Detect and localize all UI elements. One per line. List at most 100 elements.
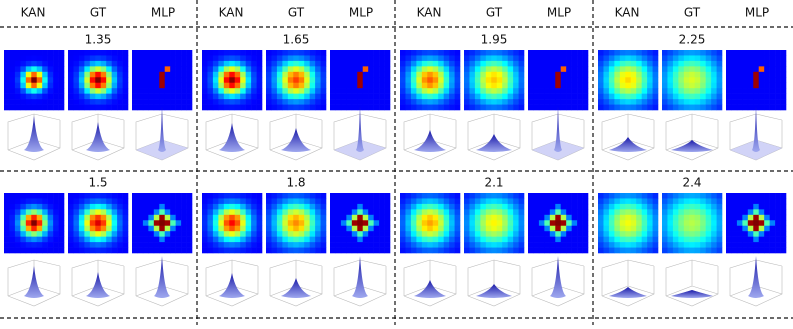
heatmap-cell <box>132 72 138 78</box>
heatmap-cell <box>159 226 165 232</box>
heatmap-cell <box>539 61 545 67</box>
heatmap-cell <box>400 99 406 105</box>
heatmap-cell <box>422 105 428 111</box>
heatmap-cell <box>315 193 321 199</box>
surface-peak <box>24 266 44 298</box>
heatmap-cell <box>405 204 411 210</box>
heatmap-cell <box>154 248 160 254</box>
heatmap-cell <box>346 105 352 111</box>
heatmap-cell <box>357 248 363 254</box>
heatmap-cell <box>427 83 433 89</box>
heatmap-cell <box>689 237 695 243</box>
heatmap-cell <box>583 215 589 221</box>
heatmap-cell <box>170 215 176 221</box>
heatmap-cell <box>566 105 572 111</box>
heatmap-cell <box>112 220 118 226</box>
heatmap-cell <box>224 105 230 111</box>
heatmap-cell <box>753 237 759 243</box>
heatmap-cell <box>770 231 776 237</box>
heatmap-cell <box>84 105 90 111</box>
heatmap-cell <box>464 237 470 243</box>
heatmap-cell <box>427 198 433 204</box>
heatmap-cell <box>26 50 32 56</box>
heatmap-cell <box>405 226 411 232</box>
surface-plot <box>404 114 456 160</box>
heatmap-cell <box>68 215 74 221</box>
heatmap-cell <box>229 88 235 94</box>
heatmap-cell <box>341 77 347 83</box>
heatmap-cell <box>469 248 475 254</box>
heatmap-cell <box>502 88 508 94</box>
heatmap-cell <box>346 237 352 243</box>
heatmap-cell <box>335 105 341 111</box>
heatmap-cell <box>642 198 648 204</box>
heatmap-cell <box>84 204 90 210</box>
heatmap-cell <box>533 193 539 199</box>
heatmap-cell <box>26 99 32 105</box>
heatmap-cell <box>187 215 193 221</box>
heatmap-cell <box>304 88 310 94</box>
heatmap-cell <box>90 105 96 111</box>
heatmap-cell <box>550 237 556 243</box>
heatmap-cell <box>95 237 101 243</box>
heatmap-cell <box>31 209 37 215</box>
heatmap-cell <box>90 198 96 204</box>
heatmap-cell <box>550 209 556 215</box>
heatmap-cell <box>165 215 171 221</box>
heatmap-cell <box>207 66 213 72</box>
heatmap-cell <box>469 94 475 100</box>
heatmap-cell <box>346 226 352 232</box>
heatmap-cell <box>159 215 165 221</box>
heatmap-cell <box>37 55 43 61</box>
heatmap-cell <box>79 193 85 199</box>
heatmap-cell <box>68 231 74 237</box>
heatmap-cell <box>53 88 59 94</box>
heatmap-cell <box>449 209 455 215</box>
heatmap-cell <box>598 88 604 94</box>
heatmap-cell <box>770 220 776 226</box>
heatmap-cell <box>620 83 626 89</box>
heatmap-cell <box>181 220 187 226</box>
heatmap-cell <box>653 61 659 67</box>
heatmap-cell <box>513 55 519 61</box>
heatmap-cell <box>737 231 743 237</box>
heatmap-cell <box>187 88 193 94</box>
heatmap-cell <box>9 193 15 199</box>
heatmap-cell <box>235 72 241 78</box>
heatmap-cell <box>475 204 481 210</box>
heatmap-cell <box>572 72 578 78</box>
heatmap-cell <box>374 198 380 204</box>
heatmap-cell <box>583 99 589 105</box>
heatmap-cell <box>48 94 54 100</box>
heatmap-cell <box>544 88 550 94</box>
heatmap-cell <box>667 66 673 72</box>
heatmap-cell <box>748 72 754 78</box>
heatmap-cell <box>117 248 123 254</box>
heatmap-cell <box>207 209 213 215</box>
heatmap-cell <box>726 50 732 56</box>
panel-label: 1.95 <box>481 33 508 47</box>
heatmap-cell <box>700 193 706 199</box>
heatmap-cell <box>603 83 609 89</box>
heatmap-cell <box>416 94 422 100</box>
heatmap-cell <box>678 204 684 210</box>
heatmap-cell <box>491 231 497 237</box>
heatmap-cell <box>673 215 679 221</box>
heatmap-cell <box>775 72 781 78</box>
heatmap-cell <box>341 242 347 248</box>
heatmap-cell <box>379 215 385 221</box>
heatmap-cell <box>405 105 411 111</box>
heatmap-cell <box>176 204 182 210</box>
heatmap-cell <box>737 215 743 221</box>
heatmap-cell <box>20 55 26 61</box>
heatmap-cell <box>68 220 74 226</box>
heatmap-cell <box>647 237 653 243</box>
column-header: KAN <box>21 6 46 20</box>
heatmap-cell <box>528 215 534 221</box>
heatmap-cell <box>106 55 112 61</box>
heatmap-cell <box>519 215 525 221</box>
heatmap-cell <box>726 72 732 78</box>
heatmap-cell <box>753 248 759 254</box>
heatmap-cell <box>781 193 787 199</box>
heatmap-cell <box>315 215 321 221</box>
